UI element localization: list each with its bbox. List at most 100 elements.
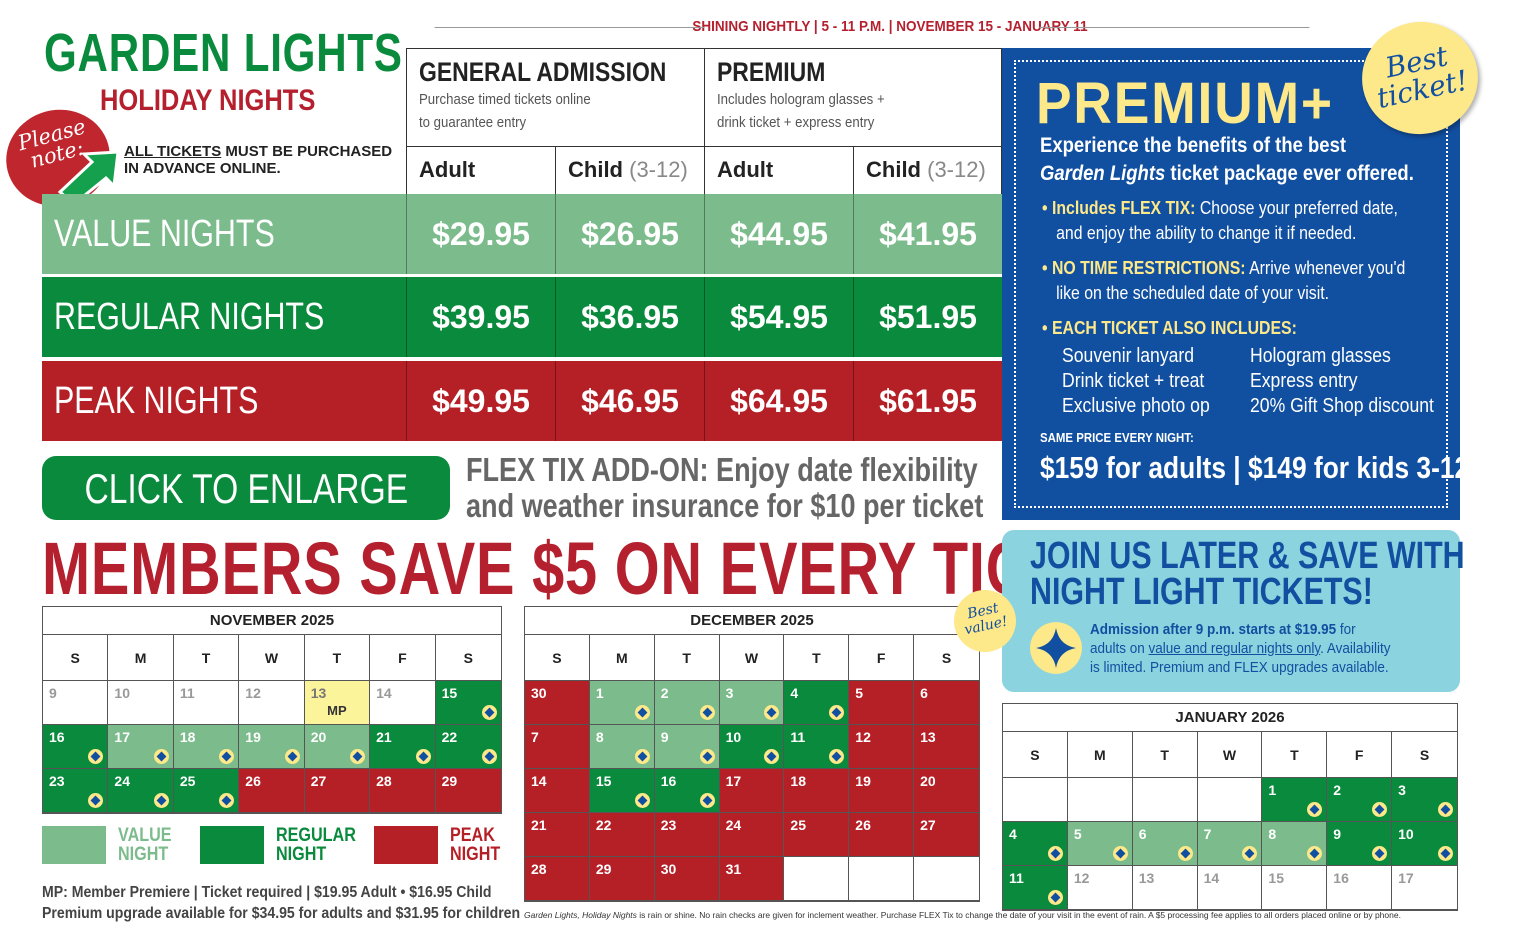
day-number: 28 (376, 773, 392, 789)
calendar-day: 11 (1003, 866, 1068, 910)
day-number: 16 (660, 773, 677, 789)
calendar-day: 13 (914, 725, 979, 769)
premium-title: PREMIUM (717, 57, 826, 87)
day-number: 19 (245, 729, 261, 745)
day-number: 22 (441, 729, 458, 745)
premium-plus-intro: Experience the benefits of the best Gard… (1040, 132, 1445, 188)
calendar-day: 23 (654, 813, 720, 857)
footer-em: Garden Lights, Holiday Nights (524, 910, 637, 920)
bullet-flex-text2: and enjoy the ability to change it if ne… (1056, 223, 1357, 243)
calendar: DECEMBER 2025 S M T W T F S 30 1 2 3 4 5 6 7 8 9 10 11 12 13 1… (524, 606, 980, 902)
calendar-day: 29 (435, 769, 501, 813)
day-number: 15 (441, 685, 458, 701)
calendar-day: 13 (1132, 866, 1198, 910)
calendar-day (784, 857, 850, 901)
calendar-day: 29 (589, 857, 655, 901)
day-number: 19 (855, 773, 871, 789)
price-cell: $39.95 (406, 277, 555, 357)
sub-child: Child (3-12) (556, 146, 705, 195)
calendar-day: 15 (435, 681, 501, 725)
price-row-label: REGULAR NIGHTS (54, 296, 325, 338)
sub-child-premium: Child (3-12) (854, 146, 1003, 195)
intro-line2: ticket package ever offered. (1165, 162, 1414, 185)
night-light-star-icon (634, 793, 650, 808)
calendar-day: 3 (719, 681, 785, 725)
calendar-day: 18 (784, 769, 850, 813)
calendar-day: 17 (1392, 866, 1457, 910)
calendar-day (1197, 778, 1263, 822)
day-number: 5 (1073, 826, 1082, 842)
calendar-day: 30 (654, 857, 720, 901)
night-light-star-icon (699, 705, 715, 720)
night-light-star-icon (1372, 802, 1388, 817)
price-row: PEAK NIGHTS $49.95 $46.95 $64.95 $61.95 (42, 361, 1002, 441)
bullet-flex: • Includes FLEX TIX: Choose your preferr… (1042, 198, 1398, 243)
legend-line2: NIGHT (276, 844, 327, 865)
day-number: 24 (725, 817, 742, 833)
note-line2: IN ADVANCE ONLINE. (124, 160, 281, 177)
day-number: 20 (920, 773, 936, 789)
day-number: 11 (790, 729, 806, 745)
member-premiere-label: MP (327, 703, 347, 718)
night-info3: is limited. Premium and FLEX upgrades av… (1090, 659, 1389, 676)
calendar-day: 2 (1327, 778, 1393, 822)
legend-label: PEAK NIGHT (450, 826, 500, 864)
calendar-day: 1 (1262, 778, 1328, 822)
calendar-day: 25 (173, 769, 240, 813)
calendar-day (1003, 778, 1068, 822)
day-number: 26 (245, 773, 261, 789)
day-number: 26 (855, 817, 871, 833)
calendar-day (914, 857, 979, 901)
day-number: 30 (660, 861, 677, 877)
click-to-enlarge-button[interactable]: CLICK TO ENLARGE (42, 456, 450, 520)
day-number: 25 (790, 817, 806, 833)
day-number: 4 (1009, 826, 1017, 842)
calendar-day: 12 (1067, 866, 1133, 910)
day-number: 25 (179, 773, 196, 789)
day-number: 29 (595, 861, 612, 877)
include-item: 20% Gift Shop discount (1250, 395, 1434, 417)
calendar-day: 26 (239, 769, 305, 813)
bullet-includes: • EACH TICKET ALSO INCLUDES: (1042, 318, 1297, 338)
price-cell: $44.95 (704, 194, 853, 274)
calendar-day: 22 (435, 725, 501, 769)
night-light-star-icon (634, 749, 650, 764)
calendar-day: 16 (1327, 866, 1393, 910)
calendar-day: 5 (1067, 822, 1133, 866)
bullet-includes-head: EACH TICKET ALSO INCLUDES (1051, 318, 1292, 338)
day-number: 10 (725, 729, 742, 745)
night-light-star-icon (482, 749, 497, 764)
calendar: NOVEMBER 2025 S M T W T F S 9 10 11 12 13 MP 14 15 16 17 1… (42, 606, 502, 814)
calendar-day: 7 (525, 725, 590, 769)
weekday-header: M (589, 635, 655, 681)
day-number: 27 (310, 773, 327, 789)
calendar-day: 31 (719, 857, 785, 901)
day-number: 16 (49, 729, 65, 745)
calendar-day: 28 (370, 769, 436, 813)
mp-line2: Premium upgrade available for $34.95 for… (42, 905, 521, 922)
footer-rest: is rain or shine. No rain checks are giv… (636, 910, 1401, 920)
general-desc2: to guarantee entry (419, 114, 527, 131)
calendar-day: 19 (849, 769, 915, 813)
general-title: GENERAL ADMISSION (419, 57, 667, 87)
night-info2-end: . Availability (1320, 640, 1391, 657)
night-light-star-icon (88, 749, 104, 764)
calendar-day: 6 (914, 681, 979, 725)
calendar-day: 22 (589, 813, 655, 857)
night-light-star-icon (764, 749, 780, 764)
enlarge-label: CLICK TO ENLARGE (84, 465, 408, 512)
child-age: (3-12) (629, 157, 688, 182)
calendar-day: 11 (784, 725, 850, 769)
day-number: 17 (1398, 870, 1414, 886)
premium-header: PREMIUM Includes hologram glasses + drin… (705, 49, 1003, 146)
legend-line2: NIGHT (450, 844, 501, 865)
day-number: 24 (114, 773, 130, 789)
night-light-star-icon (1372, 846, 1388, 861)
weekday-header: M (108, 635, 174, 681)
child-age: (3-12) (927, 157, 986, 182)
weekday-header: T (304, 635, 371, 681)
premium-plus-panel (1002, 48, 1460, 520)
sub-adult-premium: Adult (705, 146, 854, 195)
legend-swatch (200, 826, 264, 864)
calendar-title: JANUARY 2026 (1003, 704, 1457, 732)
